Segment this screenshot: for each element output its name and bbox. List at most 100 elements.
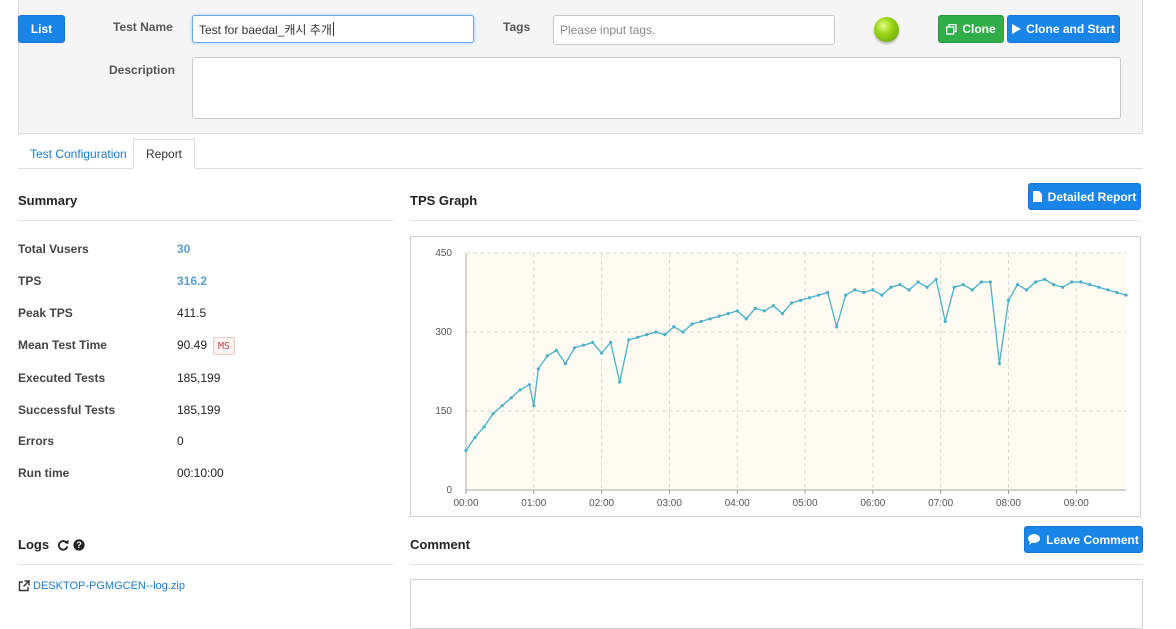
- tps-data-point: [1015, 283, 1020, 287]
- logs-title: Logs: [18, 537, 50, 552]
- refresh-icon[interactable]: [57, 539, 69, 551]
- tps-data-point: [789, 301, 794, 305]
- x-tick-label: 07:00: [928, 498, 953, 509]
- list-button[interactable]: List: [18, 15, 65, 43]
- tps-data-point: [943, 319, 947, 324]
- tps-graph-container: 0 150 300 450 00:00 01:00 02:00 03:00 04:00 05:00…: [410, 236, 1141, 517]
- test-status-ball-icon: [874, 17, 899, 42]
- tps-data-point: [1052, 283, 1056, 287]
- document-icon: [1032, 191, 1042, 202]
- text-cursor: [332, 22, 334, 36]
- tags-input[interactable]: Please input tags.: [553, 15, 835, 45]
- tps-data-point: [1043, 277, 1047, 281]
- ms-unit-badge: MS: [213, 337, 236, 355]
- tps-data-point: [672, 325, 676, 329]
- detailed-report-button[interactable]: Detailed Report: [1028, 183, 1141, 210]
- stat-run-time-label: Run time: [18, 466, 70, 480]
- tps-data-point: [798, 298, 803, 302]
- comment-divider: [410, 564, 1143, 565]
- tps-data-point: [1106, 288, 1110, 292]
- description-label: Description: [109, 63, 176, 77]
- stat-executed-tests-value: 185,199: [177, 371, 221, 385]
- tps-data-point: [563, 362, 568, 366]
- tps-data-point: [532, 404, 536, 408]
- tps-data-point: [871, 288, 875, 292]
- tps-data-point: [771, 304, 775, 308]
- summary-divider: [18, 220, 393, 221]
- y-tick-label: 450: [435, 248, 452, 259]
- tab-bar-divider: [18, 168, 1143, 169]
- clone-button-label: Clone: [962, 22, 996, 36]
- tps-data-point: [916, 280, 920, 284]
- tps-data-point: [1079, 280, 1083, 284]
- x-tick-label: 04:00: [725, 498, 750, 509]
- tps-data-point: [1061, 285, 1065, 289]
- x-tick-label: 01:00: [521, 498, 546, 509]
- plot-background: [466, 253, 1126, 490]
- comment-icon: [1028, 534, 1041, 545]
- test-name-input[interactable]: Test for baedal_캐시 추개: [192, 15, 474, 43]
- stat-total-vusers-label: Total Vusers: [18, 242, 89, 256]
- tps-data-point: [817, 293, 821, 297]
- tps-data-point: [1033, 280, 1038, 284]
- tps-data-point: [762, 309, 766, 313]
- tags-label: Tags: [503, 20, 531, 34]
- stat-errors-value: 0: [177, 434, 184, 448]
- tps-data-point: [744, 317, 748, 321]
- tps-data-point: [826, 290, 830, 295]
- comment-textarea[interactable]: [410, 579, 1143, 629]
- tps-data-point: [699, 319, 703, 324]
- clone-icon: [946, 23, 957, 35]
- tab-report[interactable]: Report: [133, 139, 196, 169]
- tps-data-point: [500, 404, 504, 408]
- tps-data-point: [717, 314, 721, 318]
- clone-and-start-label: Clone and Start: [1026, 22, 1115, 36]
- tps-data-point: [1070, 280, 1074, 284]
- test-name-value: Test for baedal_캐시 추개: [199, 22, 332, 37]
- tps-data-point: [536, 367, 540, 371]
- detailed-report-label: Detailed Report: [1047, 189, 1137, 204]
- tps-data-point: [518, 388, 522, 392]
- tps-data-point: [1088, 283, 1092, 287]
- x-tick-label: 06:00: [860, 498, 885, 509]
- leave-comment-label: Leave Comment: [1046, 532, 1139, 547]
- tps-data-point: [880, 293, 884, 297]
- description-textarea[interactable]: [192, 57, 1121, 119]
- tps-data-point: [609, 340, 613, 345]
- leave-comment-button[interactable]: Leave Comment: [1024, 526, 1143, 553]
- clone-and-start-button[interactable]: Clone and Start: [1007, 15, 1120, 43]
- tps-data-point: [807, 296, 812, 300]
- tps-data-point: [473, 435, 477, 439]
- graph-divider: [410, 220, 1141, 221]
- clone-button[interactable]: Clone: [938, 15, 1004, 43]
- tps-data-point: [925, 285, 929, 289]
- tps-data-point: [961, 283, 965, 287]
- tps-data-point: [464, 448, 468, 453]
- x-tick-label: 08:00: [996, 498, 1021, 509]
- tps-data-point: [636, 335, 640, 339]
- tps-data-point: [853, 288, 857, 292]
- tps-data-point: [1006, 298, 1011, 302]
- help-icon[interactable]: ?: [73, 539, 85, 551]
- x-tick-label: 09:00: [1064, 498, 1089, 509]
- log-file-link[interactable]: DESKTOP-PGMGCEN--log.zip: [18, 580, 185, 592]
- stat-peak-tps-value: 411.5: [177, 306, 207, 320]
- stat-successful-tests-value: 185,199: [177, 403, 221, 417]
- tps-data-point: [934, 277, 938, 281]
- summary-title: Summary: [18, 193, 78, 208]
- tps-data-point: [907, 288, 911, 292]
- tps-data-point: [1024, 288, 1029, 292]
- y-tick-label: 150: [435, 406, 452, 417]
- x-tick-label: 03:00: [657, 498, 682, 509]
- tps-data-point: [898, 283, 902, 287]
- tps-data-point: [581, 343, 586, 347]
- stat-executed-tests-label: Executed Tests: [18, 371, 106, 385]
- tps-data-point: [997, 362, 1002, 366]
- tps-data-point: [482, 425, 486, 429]
- tab-test-configuration[interactable]: Test Configuration: [30, 147, 127, 161]
- tps-data-point: [889, 285, 893, 289]
- tps-data-point: [780, 311, 785, 316]
- stat-peak-tps-label: Peak TPS: [18, 306, 73, 320]
- tps-data-point: [726, 311, 730, 316]
- tps-chart: 0 150 300 450 00:00 01:00 02:00 03:00 04:00 05:00…: [435, 248, 1128, 509]
